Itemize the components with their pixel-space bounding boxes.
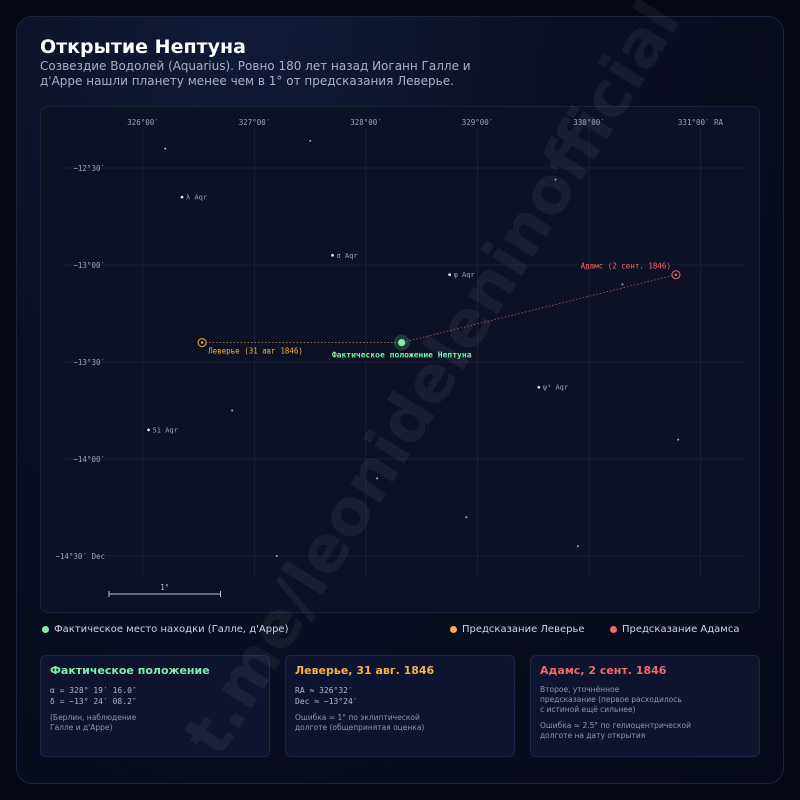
star-4 bbox=[331, 253, 334, 257]
card-leverrier-ra: RA ≈ 326°32′ bbox=[295, 686, 353, 695]
star-3 bbox=[554, 178, 557, 181]
x-tick-label-1: 327°00′ bbox=[239, 118, 271, 127]
chart-panel bbox=[40, 106, 760, 613]
star-13 bbox=[576, 545, 579, 548]
star-11 bbox=[376, 477, 379, 480]
y-tick-label-3: −14°00′ bbox=[73, 455, 105, 464]
card-actual-ra: α = 328° 19′ 16.0″ bbox=[50, 686, 137, 695]
page-title: Открытие Нептуна bbox=[40, 36, 246, 58]
star-5 bbox=[448, 273, 452, 277]
star-label-5: φ Aqr bbox=[454, 271, 475, 279]
star-label-4: σ Aqr bbox=[337, 252, 358, 260]
legend-dot-leverrier bbox=[450, 625, 457, 633]
x-tick-label-3: 329°00′ bbox=[462, 118, 494, 127]
x-tick-label-4: 330°00′ bbox=[573, 118, 605, 127]
adams-marker bbox=[671, 270, 681, 280]
adams-offset-line bbox=[401, 274, 677, 343]
card-adams-title: Адамс, 2 сент. 1846 bbox=[540, 664, 667, 677]
neptune-marker bbox=[398, 339, 406, 347]
star-0 bbox=[164, 147, 167, 150]
y-tick-label-1: −13°00′ bbox=[73, 261, 105, 270]
star-7 bbox=[537, 385, 541, 389]
star-chart: 326°00′ 327°00′ 328°00′ 329°00′ 330°00′ 331°0… bbox=[55, 118, 744, 597]
star-label-9: 51 Aqr bbox=[153, 426, 178, 434]
legend-dot-actual bbox=[42, 625, 49, 633]
star-9 bbox=[147, 428, 150, 432]
page-subtitle: Созвездие Водолей (Aquarius). Ровно 180 … bbox=[40, 59, 471, 88]
card-actual: Фактическое положение α = 328° 19′ 16.0″… bbox=[40, 655, 270, 757]
legend-dot-adams bbox=[610, 625, 617, 633]
y-tick-label-2: −13°30′ bbox=[73, 358, 105, 367]
star-12 bbox=[465, 516, 468, 519]
x-tick-label-5: 331°00′ RA bbox=[678, 118, 724, 127]
star-2 bbox=[180, 195, 184, 199]
x-tick-label-2: 328°00′ bbox=[350, 118, 382, 127]
leverrier-marker-center bbox=[200, 341, 204, 344]
legend-item-leverrier: Предсказание Леверье bbox=[450, 622, 585, 636]
card-actual-note: (Берлин, наблюдение Галле и д'Арре) bbox=[50, 713, 137, 732]
x-tick-label-0: 326°00′ bbox=[127, 118, 159, 127]
card-actual-dec: δ = −13° 24′ 08.2″ bbox=[50, 697, 137, 706]
card-actual-title: Фактическое положение bbox=[50, 664, 210, 677]
card-leverrier-note: Ошибка ≈ 1° по эклиптической долготе (об… bbox=[295, 713, 425, 732]
card-adams: Адамс, 2 сент. 1846 Второе, уточнённое п… bbox=[530, 655, 760, 757]
card-leverrier: Леверье, 31 авг. 1846 RA ≈ 326°32′ Dec ≈… bbox=[285, 655, 515, 757]
y-tick-label-0: −12°30′ bbox=[73, 164, 105, 173]
neptune-label: Фактическое положение Нептуна bbox=[332, 351, 472, 360]
star-14 bbox=[275, 555, 278, 557]
star-10 bbox=[677, 438, 680, 441]
legend-label-actual: Фактическое место находки (Галле, д'Арре… bbox=[54, 623, 289, 635]
card-leverrier-title: Леверье, 31 авг. 1846 bbox=[295, 664, 435, 677]
y-tick-label-4: −14°30′ Dec bbox=[55, 552, 105, 561]
star-1 bbox=[309, 139, 312, 142]
legend-label-leverrier: Предсказание Леверье bbox=[462, 623, 585, 635]
adams-label: Адамс (2 сент. 1846) bbox=[581, 262, 671, 271]
adams-marker-center bbox=[674, 273, 678, 276]
card-adams-note-2: Ошибка ≈ 2.5° по гелиоцентрической долго… bbox=[540, 721, 691, 740]
star-8 bbox=[231, 409, 234, 412]
scale-bar-label: 1° bbox=[160, 583, 169, 592]
star-label-2: λ Aqr bbox=[186, 194, 207, 202]
card-leverrier-dec: Dec ≈ −13°24′ bbox=[295, 697, 358, 706]
card-adams-note-1: Второе, уточнённое предсказание (первое … bbox=[540, 685, 682, 714]
legend-item-adams: Предсказание Адамса bbox=[610, 622, 739, 636]
legend-label-adams: Предсказание Адамса bbox=[622, 623, 740, 635]
star-label-7: ψ¹ Aqr bbox=[543, 384, 568, 392]
leverrier-marker bbox=[197, 338, 207, 348]
leverrier-label: Леверье (31 авг 1846) bbox=[208, 347, 303, 356]
legend-item-actual: Фактическое место находки (Галле, д'Арре… bbox=[42, 622, 288, 636]
star-6 bbox=[621, 283, 624, 286]
